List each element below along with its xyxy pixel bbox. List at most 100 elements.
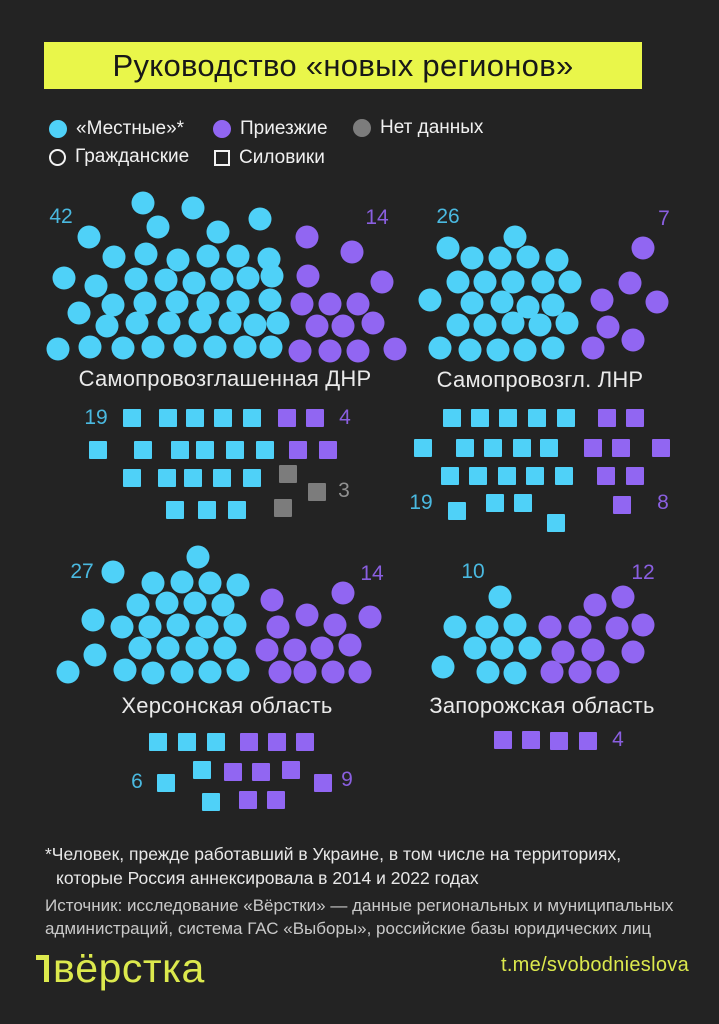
person-square-newcomer: [494, 731, 512, 749]
person-square-newcomer: [267, 791, 285, 809]
person-dot-newcomer: [260, 588, 284, 612]
person-square-newcomer: [550, 732, 568, 750]
source-line: администраций, система ГАС «Выборы», рос…: [45, 919, 652, 938]
person-dot-local: [134, 242, 158, 266]
local-circle-icon: [49, 120, 67, 138]
person-dot-newcomer: [288, 339, 312, 363]
person-square-local: [157, 774, 175, 792]
person-square-local: [196, 441, 214, 459]
count-label-dnr: 42: [49, 205, 73, 228]
person-dot-newcomer: [290, 292, 314, 316]
person-dot-local: [125, 311, 149, 335]
person-dot-local: [490, 290, 514, 314]
person-dot-local: [210, 267, 234, 291]
person-dot-local: [558, 270, 582, 294]
person-dot-local: [154, 268, 178, 292]
person-dot-local: [196, 291, 220, 315]
count-label-zaporozhye: 10: [461, 560, 485, 583]
person-square-nodata: [279, 465, 297, 483]
person-square-local: [513, 439, 531, 457]
count-label-kherson: 27: [70, 560, 94, 583]
person-dot-local: [141, 571, 165, 595]
person-dot-newcomer: [346, 339, 370, 363]
person-square-nodata: [274, 499, 292, 517]
person-dot-local: [488, 246, 512, 270]
count-label-dnr: 14: [365, 206, 389, 229]
person-dot-local: [206, 220, 230, 244]
person-dot-local: [446, 270, 470, 294]
person-dot-newcomer: [255, 638, 279, 662]
person-square-local: [186, 409, 204, 427]
person-square-local: [134, 441, 152, 459]
person-dot-local: [473, 270, 497, 294]
person-dot-newcomer: [551, 640, 575, 664]
person-dot-local: [503, 225, 527, 249]
person-dot-local: [110, 615, 134, 639]
person-square-local: [471, 409, 489, 427]
count-label-lnr: 8: [657, 491, 669, 514]
count-label-zaporozhye: 12: [631, 561, 655, 584]
person-dot-local: [155, 591, 179, 615]
person-dot-newcomer: [583, 593, 607, 617]
person-square-local: [149, 733, 167, 751]
person-dot-local: [113, 658, 137, 682]
count-label-kherson: 6: [131, 770, 143, 793]
person-dot-local: [243, 313, 267, 337]
person-dot-newcomer: [358, 605, 382, 629]
person-dot-local: [460, 291, 484, 315]
person-dot-local: [77, 225, 101, 249]
person-dot-newcomer: [538, 615, 562, 639]
legend-label-security: Силовики: [239, 147, 325, 168]
person-dot-local: [203, 335, 227, 359]
telegram-link[interactable]: t.me/svobodnieslova: [500, 954, 689, 976]
person-square-newcomer: [579, 732, 597, 750]
person-dot-local: [516, 295, 540, 319]
person-square-local: [441, 467, 459, 485]
person-dot-newcomer: [568, 660, 592, 684]
person-dot-local: [213, 636, 237, 660]
person-dot-local: [166, 613, 190, 637]
person-dot-local: [195, 615, 219, 639]
person-dot-local: [463, 636, 487, 660]
person-dot-newcomer: [295, 225, 319, 249]
person-square-local: [555, 467, 573, 485]
person-dot-local: [166, 248, 190, 272]
person-dot-local: [486, 338, 510, 362]
person-square-local: [499, 409, 517, 427]
person-square-newcomer: [240, 733, 258, 751]
person-square-local: [213, 469, 231, 487]
count-label-dnr: 19: [84, 406, 108, 429]
outline-circle-icon: [49, 148, 66, 166]
person-square-newcomer: [296, 733, 314, 751]
person-square-local: [123, 409, 141, 427]
person-square-newcomer: [314, 774, 332, 792]
person-dot-newcomer: [295, 603, 319, 627]
person-square-local: [159, 409, 177, 427]
person-dot-local: [95, 314, 119, 338]
person-dot-local: [165, 290, 189, 314]
person-square-local: [123, 469, 141, 487]
logo-text: вёрстка: [53, 945, 205, 991]
person-dot-local: [443, 615, 467, 639]
legend-item-local: «Местные»*: [49, 118, 184, 140]
person-dot-local: [173, 334, 197, 358]
person-dot-local: [518, 636, 542, 660]
person-dot-local: [185, 636, 209, 660]
person-dot-local: [528, 313, 552, 337]
person-dot-newcomer: [310, 636, 334, 660]
person-square-local: [526, 467, 544, 485]
person-dot-newcomer: [318, 292, 342, 316]
legend-label-civilians: Гражданские: [75, 146, 190, 167]
person-dot-newcomer: [370, 270, 394, 294]
source-note: Источник: исследование «Вёрстки» — данны…: [45, 894, 673, 940]
person-dot-newcomer: [581, 638, 605, 662]
person-dot-local: [503, 661, 527, 685]
person-square-newcomer: [522, 731, 540, 749]
person-dot-local: [436, 236, 460, 260]
person-square-newcomer: [626, 467, 644, 485]
person-dot-local: [56, 660, 80, 684]
person-square-newcomer: [626, 409, 644, 427]
person-dot-local: [182, 271, 206, 295]
legend-item-security: Силовики: [214, 147, 325, 169]
